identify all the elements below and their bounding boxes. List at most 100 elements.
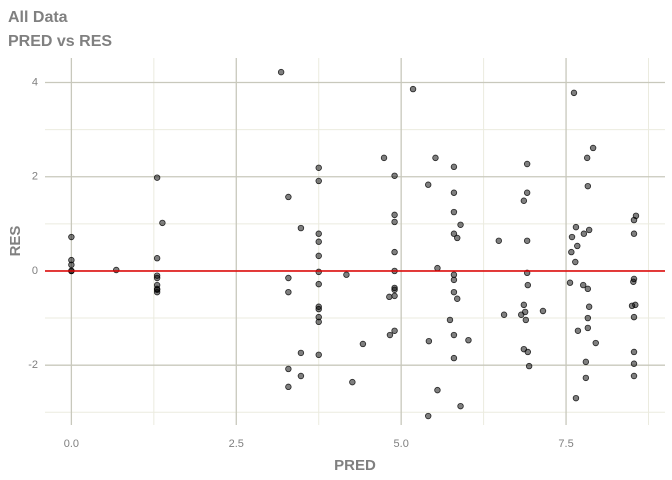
chart-subtitle: PRED vs RES <box>8 33 112 50</box>
point <box>580 230 588 237</box>
point <box>589 144 597 152</box>
point <box>630 360 638 367</box>
point <box>454 295 461 302</box>
point <box>450 288 458 296</box>
x-tick-label: 2.5 <box>229 438 244 450</box>
point <box>434 264 441 272</box>
point <box>315 177 322 185</box>
point <box>315 164 322 171</box>
point <box>386 293 393 301</box>
point <box>585 303 593 310</box>
point <box>68 261 75 269</box>
point <box>520 301 528 309</box>
point <box>359 340 367 348</box>
point <box>391 172 398 179</box>
point <box>391 327 398 334</box>
point <box>349 378 356 386</box>
point <box>315 280 322 288</box>
point <box>495 237 502 244</box>
point <box>113 266 120 274</box>
point <box>425 412 432 420</box>
chart-title: All Data <box>8 9 68 26</box>
point <box>454 234 461 242</box>
point <box>285 383 292 391</box>
x-tick-label: 5.0 <box>394 438 409 450</box>
point <box>584 324 592 332</box>
point <box>391 248 398 256</box>
point <box>297 349 305 357</box>
y-tick-label: 0 <box>32 265 38 277</box>
point <box>425 181 432 188</box>
point <box>465 336 472 344</box>
point <box>315 318 322 326</box>
point <box>566 279 574 286</box>
point <box>153 255 161 262</box>
point <box>584 314 592 322</box>
point <box>450 163 458 171</box>
point <box>450 208 458 216</box>
point <box>159 219 166 227</box>
point <box>409 85 417 93</box>
point <box>153 174 161 181</box>
point <box>315 268 322 276</box>
point <box>524 281 532 289</box>
point <box>584 285 592 293</box>
point <box>523 160 531 168</box>
point <box>450 271 458 278</box>
y-tick-label: -2 <box>28 359 38 371</box>
point <box>584 182 592 190</box>
point <box>574 242 581 250</box>
point <box>574 327 582 334</box>
point <box>446 316 454 324</box>
point <box>450 354 458 362</box>
point <box>582 374 590 382</box>
x-tick-label: 7.5 <box>558 438 573 450</box>
point <box>450 276 458 284</box>
point <box>592 339 599 347</box>
x-tick-label: 0.0 <box>64 438 79 450</box>
point <box>570 89 578 97</box>
point <box>343 271 350 278</box>
point <box>457 402 464 410</box>
point <box>68 233 75 241</box>
point <box>583 154 591 162</box>
point <box>380 154 388 162</box>
point <box>277 68 285 76</box>
point <box>425 337 433 345</box>
point <box>315 351 322 359</box>
point <box>630 313 638 321</box>
point <box>450 189 458 196</box>
point <box>391 218 398 226</box>
point <box>285 193 292 201</box>
point <box>630 372 638 380</box>
point <box>630 278 637 285</box>
point <box>628 302 636 310</box>
point <box>391 211 398 219</box>
point <box>315 238 322 245</box>
point <box>521 308 529 316</box>
point <box>630 230 638 237</box>
point <box>297 224 305 232</box>
point <box>630 348 638 356</box>
point <box>285 274 292 282</box>
point <box>572 394 580 402</box>
point <box>391 286 398 293</box>
point <box>432 154 439 162</box>
point <box>585 226 593 234</box>
point <box>391 292 398 300</box>
point <box>520 197 528 204</box>
point <box>630 216 638 224</box>
y-axis-label: RES <box>7 226 24 257</box>
point <box>285 365 292 373</box>
point <box>524 348 532 356</box>
point <box>457 221 464 228</box>
point <box>297 372 305 380</box>
point <box>539 307 547 315</box>
y-tick-label: 4 <box>32 76 38 88</box>
point <box>434 386 441 394</box>
point <box>525 362 533 370</box>
point <box>580 281 587 289</box>
point <box>315 305 322 313</box>
point <box>523 189 531 196</box>
point <box>285 288 292 296</box>
